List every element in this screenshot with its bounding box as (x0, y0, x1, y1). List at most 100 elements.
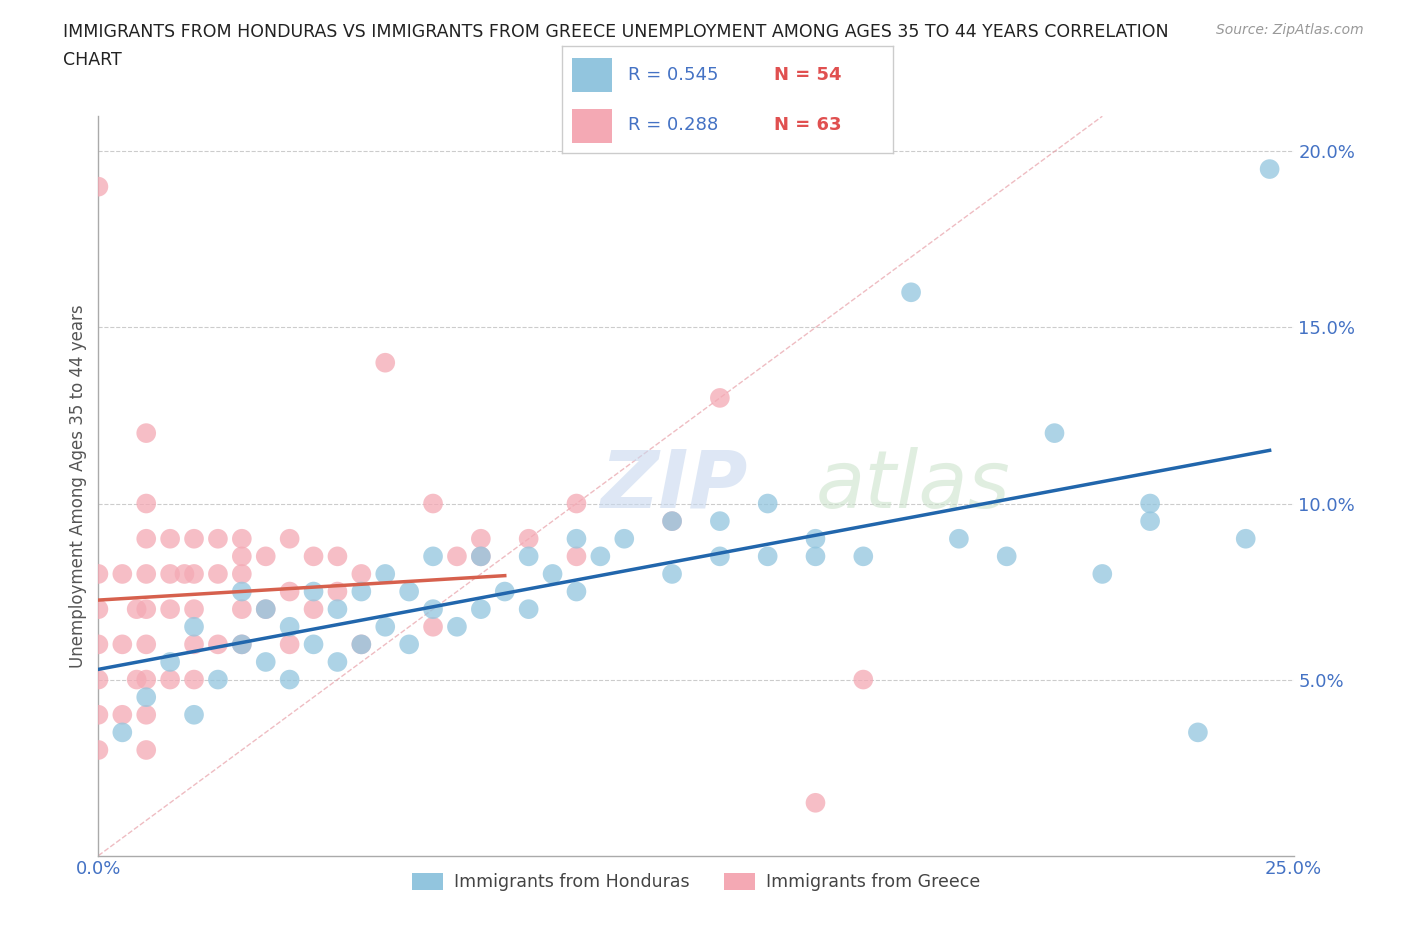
Point (350, 584, 373, 599)
Text: ZIP: ZIP (600, 447, 748, 525)
Text: CHART: CHART (63, 51, 122, 69)
Point (207, 637, 229, 652)
Point (302, 602, 325, 617)
Point (1043, 426, 1066, 441)
Point (183, 602, 205, 617)
Text: R = 0.545: R = 0.545 (628, 66, 718, 85)
Point (231, 637, 253, 652)
Point (1258, 162, 1281, 177)
Point (374, 566, 396, 581)
Point (254, 655, 277, 670)
Point (1091, 566, 1114, 581)
Point (159, 655, 181, 670)
Point (517, 549, 540, 564)
Point (183, 531, 205, 546)
Point (709, 513, 731, 528)
Point (852, 672, 875, 687)
Point (326, 584, 349, 599)
Point (302, 637, 325, 652)
Point (87, 742, 110, 757)
Point (254, 602, 277, 617)
Point (278, 584, 301, 599)
Point (125, 602, 148, 617)
Point (159, 531, 181, 546)
Point (565, 496, 588, 511)
Point (207, 672, 229, 687)
Point (183, 672, 205, 687)
Point (135, 602, 157, 617)
Point (374, 619, 396, 634)
Point (422, 619, 444, 634)
Point (87, 566, 110, 581)
Y-axis label: Unemployment Among Ages 35 to 44 years: Unemployment Among Ages 35 to 44 years (69, 304, 87, 668)
Point (135, 672, 157, 687)
Point (661, 513, 683, 528)
Point (541, 566, 564, 581)
Point (231, 602, 253, 617)
Point (517, 602, 540, 617)
Point (254, 549, 277, 564)
Point (135, 637, 157, 652)
Point (183, 566, 205, 581)
Point (995, 549, 1018, 564)
Point (278, 637, 301, 652)
Point (326, 602, 349, 617)
Point (804, 531, 827, 546)
Point (326, 549, 349, 564)
Point (231, 531, 253, 546)
Legend: Immigrants from Honduras, Immigrants from Greece: Immigrants from Honduras, Immigrants fro… (412, 872, 980, 891)
Point (183, 708, 205, 723)
Text: R = 0.288: R = 0.288 (628, 115, 718, 134)
Point (494, 584, 516, 599)
Point (183, 619, 205, 634)
Point (398, 584, 420, 599)
Point (135, 742, 157, 757)
Point (87, 637, 110, 652)
Point (135, 531, 157, 546)
Point (900, 285, 922, 299)
Point (948, 531, 970, 546)
Point (231, 566, 253, 581)
Point (278, 531, 301, 546)
Point (565, 549, 588, 564)
Point (709, 391, 731, 405)
Point (661, 566, 683, 581)
Point (135, 496, 157, 511)
Point (350, 637, 373, 652)
Point (87, 708, 110, 723)
Point (398, 637, 420, 652)
Point (422, 549, 444, 564)
Text: Source: ZipAtlas.com: Source: ZipAtlas.com (1216, 23, 1364, 37)
Point (111, 637, 134, 652)
Point (470, 549, 492, 564)
Point (446, 619, 468, 634)
Point (183, 637, 205, 652)
Point (350, 637, 373, 652)
Point (302, 549, 325, 564)
Point (278, 672, 301, 687)
Text: N = 54: N = 54 (773, 66, 841, 85)
Point (1139, 496, 1161, 511)
Point (326, 655, 349, 670)
Point (804, 795, 827, 810)
Point (1234, 531, 1257, 546)
Point (111, 566, 134, 581)
Point (422, 496, 444, 511)
Point (470, 549, 492, 564)
Point (135, 708, 157, 723)
Point (135, 690, 157, 705)
Point (159, 566, 181, 581)
Point (470, 602, 492, 617)
Point (709, 549, 731, 564)
FancyBboxPatch shape (572, 59, 612, 92)
Point (756, 549, 779, 564)
Point (135, 566, 157, 581)
Point (517, 531, 540, 546)
Point (111, 725, 134, 740)
Point (374, 355, 396, 370)
Point (852, 549, 875, 564)
Point (565, 584, 588, 599)
Point (111, 708, 134, 723)
Text: atlas: atlas (815, 447, 1011, 525)
Point (231, 637, 253, 652)
